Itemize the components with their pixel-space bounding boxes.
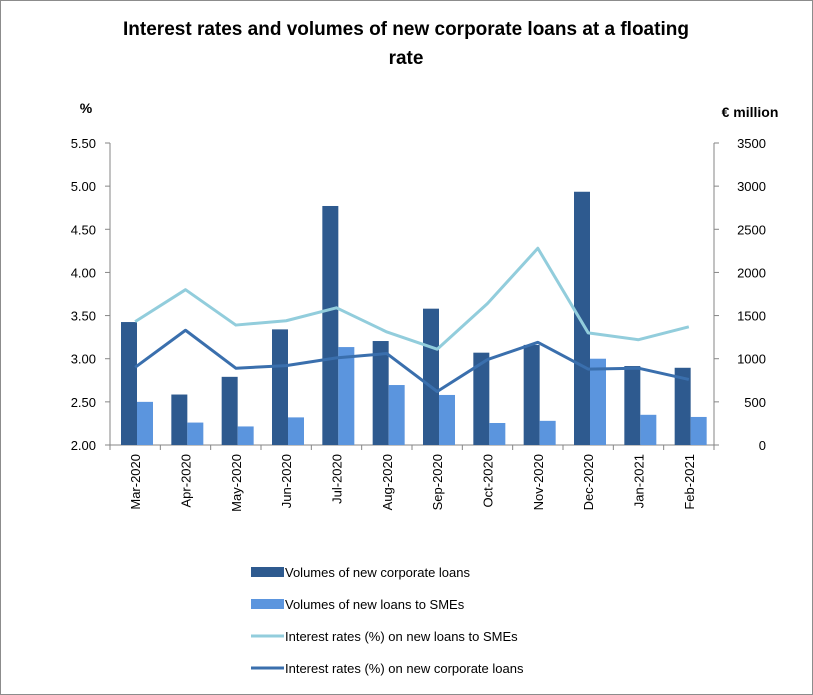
bar-corporate-volume: [624, 366, 641, 445]
left-tick-label: 3.00: [71, 352, 96, 367]
legend-label: Volumes of new loans to SMEs: [285, 597, 465, 612]
chart-title-line-2: rate: [389, 48, 424, 69]
bar-corporate-volume: [523, 344, 540, 445]
x-tick-label: Nov-2020: [531, 454, 546, 510]
legend-label: Interest rates (%) on new corporate loan…: [285, 661, 524, 676]
legend-swatch: [251, 567, 284, 577]
right-tick-label: 0: [759, 438, 766, 453]
bar-corporate-volume: [171, 394, 188, 445]
x-tick-label: Mar-2020: [128, 454, 143, 510]
x-tick-label: May-2020: [229, 454, 244, 512]
right-tick-label: 2500: [737, 222, 766, 237]
bar-sme-volume: [388, 385, 405, 445]
bar-sme-volume: [590, 358, 606, 445]
left-tick-label: 3.50: [71, 309, 96, 324]
legend-label: Interest rates (%) on new loans to SMEs: [285, 629, 518, 644]
right-axis-unit: € million: [722, 104, 779, 120]
x-tick-label: Apr-2020: [179, 454, 194, 507]
left-tick-label: 2.50: [71, 395, 96, 410]
bar-sme-volume: [690, 416, 707, 445]
bar-corporate-volume: [473, 352, 490, 445]
x-tick-label: Oct-2020: [481, 454, 496, 507]
x-tick-label: Dec-2020: [581, 454, 596, 510]
chart-title-line-1: Interest rates and volumes of new corpor…: [123, 19, 689, 40]
x-tick-label: Feb-2021: [682, 454, 697, 510]
bar-corporate-volume: [221, 376, 238, 445]
right-tick-label: 3500: [737, 136, 766, 151]
legend-swatch: [251, 599, 284, 609]
bar-sme-volume: [489, 422, 506, 445]
right-tick-label: 1000: [737, 352, 766, 367]
bar-corporate-volume: [574, 191, 590, 445]
line-corporate-rate: [134, 328, 690, 394]
bar-corporate-volume: [372, 341, 389, 445]
left-tick-label: 4.50: [71, 222, 96, 237]
bar-sme-volume: [187, 422, 204, 445]
bar-sme-volume: [439, 394, 455, 445]
legend: Volumes of new corporate loans Volumes of…: [251, 565, 524, 676]
x-tick-label: Sep-2020: [430, 454, 445, 510]
right-tick-label: 1500: [737, 309, 766, 324]
x-tick-label: Jul-2020: [330, 454, 345, 504]
bar-corporate-volume: [423, 308, 439, 445]
bar-corporate-volume: [322, 205, 339, 445]
plot-area: 2.00 2.50 3.00 3.50 4.00 4.50 5.00 5.50 0 500 1000…: [71, 136, 766, 512]
bar-sme-volume: [137, 401, 153, 445]
legend-label: Volumes of new corporate loans: [285, 565, 470, 580]
bar-corporate-volume: [674, 367, 691, 445]
bar-corporate-volume: [272, 329, 288, 445]
left-tick-label: 5.00: [71, 179, 96, 194]
bar-sme-volume: [338, 347, 355, 445]
right-tick-label: 2000: [737, 265, 766, 280]
bar-corporate-volume: [121, 322, 137, 445]
left-axis-unit: %: [80, 100, 93, 116]
right-tick-label: 500: [744, 395, 766, 410]
left-tick-label: 2.00: [71, 438, 96, 453]
line-sme-rate: [134, 246, 690, 351]
bar-sme-volume: [288, 417, 304, 445]
left-tick-label: 5.50: [71, 136, 96, 151]
bar-sme-volume: [539, 420, 556, 445]
x-tick-label: Jan-2021: [632, 454, 647, 508]
bar-sme-volume: [640, 414, 657, 445]
bar-sme-volume: [237, 426, 254, 445]
x-tick-label: Jun-2020: [279, 454, 294, 508]
x-tick-label: Aug-2020: [380, 454, 395, 510]
left-tick-label: 4.00: [71, 265, 96, 280]
right-tick-label: 3000: [737, 179, 766, 194]
